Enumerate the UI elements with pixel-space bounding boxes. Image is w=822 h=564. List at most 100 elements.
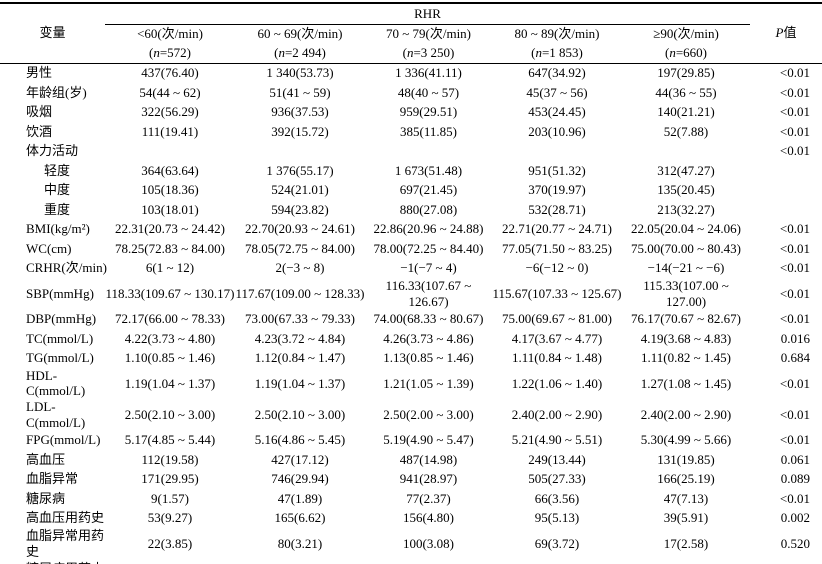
cell-value: −1(−7 ~ 4): [400, 260, 457, 276]
cell-value: 22(3.85): [147, 535, 193, 551]
row-label: FPG(mmol/L): [26, 432, 101, 448]
table-row: TC(mmol/L) 4.22(3.73 ~ 4.80) 4.23(3.72 ~ 4…: [0, 329, 822, 349]
row-label: 饮酒: [26, 123, 53, 139]
row-label: SBP(mmHg): [26, 285, 94, 301]
cell-value: 12(1.82): [622, 559, 750, 564]
table-row: 年龄组(岁) 54(44 ~ 62) 51(41 ~ 59) 48(40 ~ 57) 4…: [0, 83, 822, 103]
table-row: 糖尿病用药史2(0.35)23(0.92)26(0.80)22(1.19)12(…: [0, 559, 822, 564]
cell-value: 135(20.45): [657, 182, 715, 198]
table-row: 轻度 364(63.64) 1 376(55.17) 1 673(51.48) 951(…: [0, 161, 822, 181]
cell-value: 17(2.58): [663, 535, 709, 551]
cell-value: 1.27(1.08 ~ 1.45): [640, 375, 732, 391]
p-value-cell: <0.01: [779, 260, 811, 276]
cell-value: 2.40(2.00 ~ 2.90): [640, 406, 732, 422]
cell-value: [235, 141, 365, 161]
cell-value: 78.00(72.25 ~ 84.40): [373, 240, 484, 256]
cell-value: −14(−21 ~ −6): [647, 260, 725, 276]
cell-value: 1 340(53.73): [266, 65, 334, 81]
cell-value: 2(0.35): [105, 559, 235, 564]
group-header-row: <60(次/min) (n=572) 60 ~ 69(次/min) (n=2 494)…: [0, 24, 822, 64]
cell-value: 647(34.92): [528, 65, 586, 81]
cell-value: 103(18.01): [141, 201, 199, 217]
row-label: 重度: [44, 201, 71, 217]
cell-value: 2(−3 ~ 8): [275, 260, 325, 276]
p-value-cell: 0.520: [780, 535, 811, 551]
table-row: 糖尿病 9(1.57) 47(1.89) 77(2.37) 66(3.56) 47(7.1…: [0, 489, 822, 509]
row-label: 血脂异常用药史: [26, 527, 105, 559]
cell-value: 4.26(3.73 ~ 4.86): [383, 330, 474, 346]
p-value-cell: [750, 161, 822, 181]
cell-value: 47(1.89): [277, 490, 323, 506]
table-row: SBP(mmHg) 118.33(109.67 ~ 130.17) 117.67(1…: [0, 278, 822, 309]
cell-value: 47(7.13): [663, 490, 709, 506]
cell-value: 2.40(2.00 ~ 2.90): [511, 406, 603, 422]
cell-value: 1.10(0.85 ~ 1.46): [124, 350, 216, 366]
table-row: 中度 105(18.36) 524(21.01) 697(21.45) 370(19.9…: [0, 180, 822, 200]
cell-value: 1.22(1.06 ~ 1.40): [511, 375, 603, 391]
cell-value: 51(41 ~ 59): [269, 84, 331, 100]
cell-value: 941(28.97): [399, 471, 458, 487]
cell-value: 44(36 ~ 55): [655, 84, 717, 100]
cell-value: 118.33(109.67 ~ 130.17): [105, 285, 235, 301]
table-row: BMI(kg/m²) 22.31(20.73 ~ 24.42) 22.70(20.9…: [0, 219, 822, 239]
cell-value: 53(9.27): [147, 510, 193, 526]
table-row: 吸烟 322(56.29) 936(37.53) 959(29.51) 453(24.4…: [0, 102, 822, 122]
cell-value: 5.21(4.90 ~ 5.51): [511, 432, 603, 448]
cell-value: 213(32.27): [657, 201, 715, 217]
cell-value: 22.86(20.96 ~ 24.88): [373, 221, 484, 237]
cell-value: 22.71(20.77 ~ 24.71): [502, 221, 612, 237]
cell-value: 1.13(0.85 ~ 1.46): [383, 350, 474, 366]
p-value-cell: 0.055: [750, 559, 822, 564]
table-row: 饮酒 111(19.41) 392(15.72) 385(11.85) 203(10.9…: [0, 122, 822, 142]
cell-value: 45(37 ~ 56): [526, 84, 588, 100]
cell-value: 936(37.53): [271, 104, 329, 120]
cell-value: 5.16(4.86 ~ 5.45): [254, 432, 346, 448]
row-label: DBP(mmHg): [26, 311, 97, 327]
p-value-cell: <0.01: [779, 311, 811, 327]
row-label: 轻度: [44, 162, 71, 178]
row-label: CRHR(次/min): [26, 260, 107, 276]
cell-value: 312(47.27): [657, 162, 715, 178]
cell-value: 524(21.01): [271, 182, 329, 198]
p-value-cell: <0.01: [779, 432, 811, 448]
p-value-cell: <0.01: [779, 221, 811, 237]
cell-value: 22.70(20.93 ~ 24.61): [245, 221, 355, 237]
cell-value: 54(44 ~ 62): [139, 84, 201, 100]
row-label: TG(mmol/L): [26, 350, 94, 366]
cell-value: 72.17(66.00 ~ 78.33): [115, 311, 225, 327]
cell-value: 4.23(3.72 ~ 4.84): [254, 330, 346, 346]
cell-value: 22.05(20.04 ~ 24.06): [631, 221, 741, 237]
table-row: TG(mmol/L) 1.10(0.85 ~ 1.46) 1.12(0.84 ~ 1…: [0, 348, 822, 368]
table-row: FPG(mmol/L) 5.17(4.85 ~ 5.44) 5.16(4.86 ~ …: [0, 430, 822, 450]
cell-value: 880(27.08): [399, 201, 458, 217]
table-header: 变量 RHR P值 <60(次/min) (n=572) 60 ~ 69(次/min…: [0, 3, 822, 64]
table-row: 男性 437(76.40) 1 340(53.73) 1 336(41.11) 647(…: [0, 63, 822, 83]
row-label: LDL-C(mmol/L): [26, 399, 86, 430]
cell-value: 1 336(41.11): [395, 65, 462, 81]
cell-value: 364(63.64): [141, 162, 199, 178]
p-value-cell: <0.01: [779, 84, 811, 100]
group-column-header: <60(次/min) (n=572): [105, 24, 235, 64]
cell-value: 156(4.80): [403, 510, 454, 526]
cell-value: 1 376(55.17): [266, 162, 334, 178]
p-value-cell: <0.01: [779, 375, 811, 391]
cell-value: 951(51.32): [528, 162, 586, 178]
cell-value: 453(24.45): [528, 104, 586, 120]
cell-value: 2.50(2.00 ~ 3.00): [383, 406, 474, 422]
table-row: HDL-C(mmol/L) 1.19(1.04 ~ 1.37) 1.19(1.04 …: [0, 368, 822, 399]
table-row: WC(cm) 78.25(72.83 ~ 84.00) 78.05(72.75 ~ …: [0, 239, 822, 259]
cell-value: 487(14.98): [399, 451, 458, 467]
cell-value: 5.17(4.85 ~ 5.44): [124, 432, 216, 448]
cell-value: −6(−12 ~ 0): [525, 260, 589, 276]
cell-value: 4.19(3.68 ~ 4.83): [640, 330, 732, 346]
p-value-cell: 0.089: [780, 471, 811, 487]
cell-value: 100(3.08): [403, 535, 454, 551]
p-value-cell: <0.01: [779, 490, 811, 506]
table-row: LDL-C(mmol/L) 2.50(2.10 ~ 3.00) 2.50(2.10 …: [0, 399, 822, 430]
p-value-cell: [750, 180, 822, 200]
cell-value: 746(29.94): [271, 471, 329, 487]
group-column-header: 60 ~ 69(次/min) (n=2 494): [235, 24, 365, 64]
row-label: 体力活动: [26, 143, 79, 159]
table-row: 高血压 112(19.58) 427(17.12) 487(14.98) 249(13.…: [0, 450, 822, 470]
